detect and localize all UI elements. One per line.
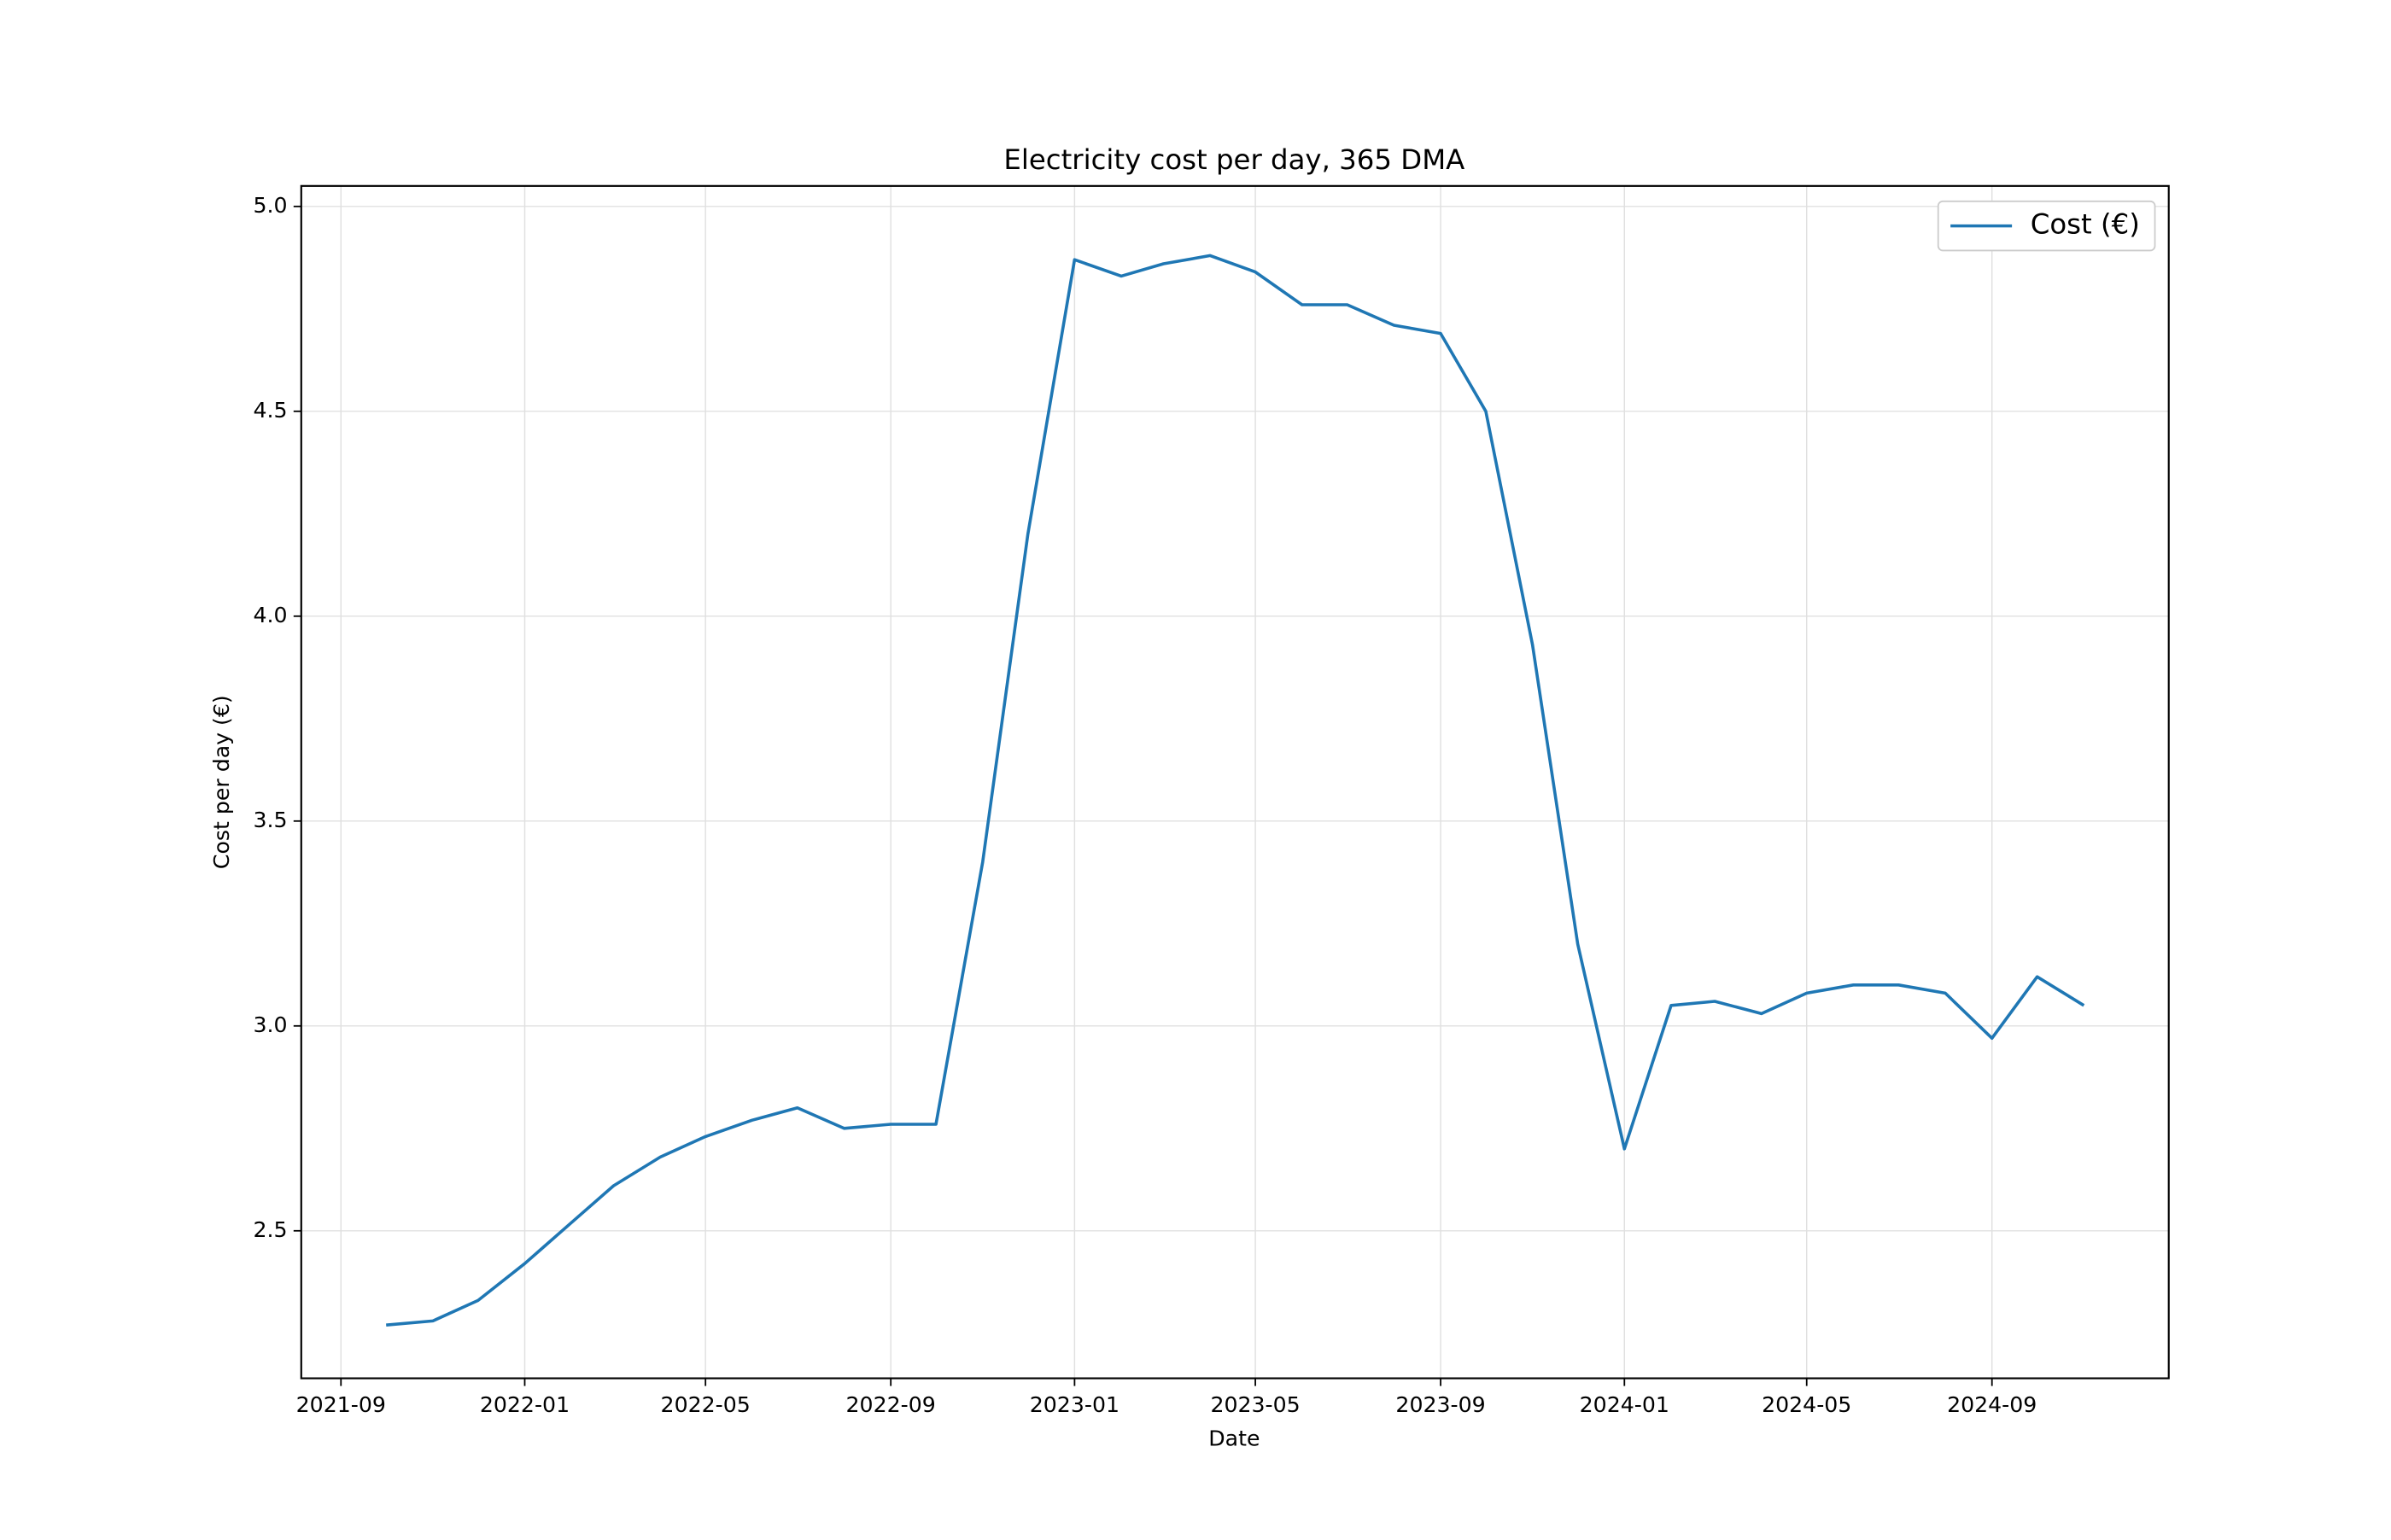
plot-area [386,254,2085,1327]
x-tick-label: 2024-01 [1580,1392,1669,1417]
axes-frame [300,184,2170,1380]
x-tick-label: 2022-09 [846,1392,936,1417]
y-tick-label: 3.0 [254,1012,288,1037]
x-tick-label: 2024-09 [1947,1392,2037,1417]
x-tick-label: 2022-05 [661,1392,751,1417]
data-line [386,254,2085,1327]
y-tick-label: 4.0 [254,603,288,627]
chart-title: Electricity cost per day, 365 DMA [1003,143,1464,176]
x-tick-label: 2023-01 [1030,1392,1120,1417]
y-tick-label: 5.0 [254,193,288,218]
y-tick-label: 2.5 [254,1217,288,1242]
x-tick-label: 2022-01 [480,1392,570,1417]
legend-label: Cost (€) [2031,208,2140,241]
x-tick-label: 2024-05 [1762,1392,1851,1417]
y-axis-label: Cost per day (€) [209,695,234,869]
x-tick-label: 2023-05 [1210,1392,1300,1417]
x-tick-label: 2023-09 [1395,1392,1485,1417]
grid [301,185,2169,1379]
y-tick-label: 3.5 [254,808,288,832]
x-tick-label: 2021-09 [296,1392,386,1417]
y-tick-label: 4.5 [254,398,288,423]
legend-box [1937,200,2156,252]
x-axis-label: Date [1208,1426,1260,1451]
